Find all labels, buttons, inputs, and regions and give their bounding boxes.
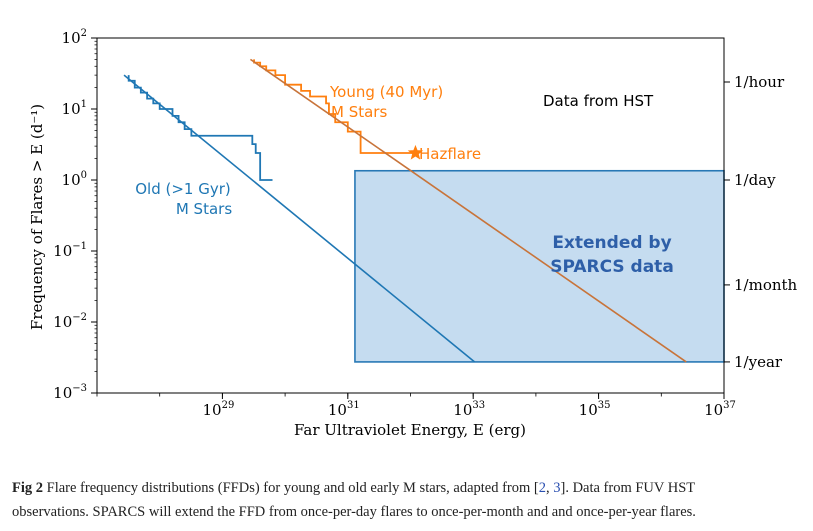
y-tick-label: 10−1: [53, 241, 87, 260]
x-tick-exponent: 31: [347, 400, 360, 411]
y-tick-exponent: −2: [72, 312, 87, 323]
extended-region-layer: [354, 169, 725, 363]
x-tick-label: 1035: [579, 400, 611, 419]
caption-text-2: observations. SPARCS will extend the FFD…: [12, 504, 696, 520]
y-tick-label: 102: [62, 28, 87, 47]
y-tick-base: 10: [62, 171, 81, 189]
series-4-line: [249, 58, 687, 363]
caption-sep: ,: [545, 480, 554, 496]
x-tick-exponent: 37: [723, 400, 736, 411]
caption-text-1-end: ]. Data from FUV HST: [560, 480, 696, 496]
label-layer: Old (>1 Gyr) M Stars Young (40 Myr) M St…: [28, 83, 674, 439]
old-series-label-2: M Stars: [176, 200, 232, 218]
y-tick-exponent: 0: [81, 170, 87, 181]
x-axis-label: Far Ultraviolet Energy, E (erg): [294, 421, 526, 439]
series-2-step: [253, 59, 416, 154]
y-tick-exponent: −3: [72, 383, 87, 394]
x-tick-exponent: 29: [222, 400, 235, 411]
right-axis-label: 1/hour: [734, 73, 785, 91]
young-series-label-1: Young (40 Myr): [329, 83, 443, 101]
y-tick-base: 10: [53, 242, 72, 260]
y-axis-label: Frequency of Flares > E (d⁻¹): [28, 104, 46, 330]
y-tick-exponent: −1: [72, 241, 87, 252]
y-tick-exponent: 1: [81, 99, 87, 110]
y-tick-label: 10−3: [53, 383, 87, 402]
x-tick-exponent: 35: [598, 400, 611, 411]
y-tick-base: 10: [62, 100, 81, 118]
extended-region-label-2: SPARCS data: [550, 257, 674, 277]
old-series-label-1: Old (>1 Gyr): [135, 180, 231, 198]
x-tick-label: 1037: [704, 400, 736, 419]
x-tick-label: 1031: [328, 400, 360, 419]
caption-ref-2[interactable]: 3: [553, 480, 561, 496]
y-tick-base: 10: [62, 29, 81, 47]
caption-lead: Fig 2: [12, 480, 44, 496]
y-tick-base: 10: [53, 313, 72, 331]
x-tick-label: 1029: [202, 400, 234, 419]
y-tick-exponent: 2: [81, 28, 87, 39]
young-series-label-2: M Stars: [331, 103, 387, 121]
figure-caption: Fig 2 Flare frequency distributions (FFD…: [12, 476, 802, 524]
series-1-step: [127, 75, 273, 181]
series-3-line: [123, 74, 476, 363]
right-axis-label: 1/month: [734, 276, 798, 294]
extended-region-label-1: Extended by: [552, 233, 671, 253]
y-tick-label: 101: [62, 99, 87, 118]
flare-frequency-chart: 1029 1031 1033 1035 103710210110010−110−210−…: [28, 28, 798, 439]
caption-ref-1[interactable]: 2: [538, 480, 546, 496]
x-tick-label: 1033: [453, 400, 485, 419]
extended-region-box: [354, 169, 725, 363]
hazflare-label: Hazflare: [419, 145, 481, 163]
y-tick-base: 10: [53, 384, 72, 402]
hazflare-star-marker: [407, 144, 424, 160]
x-tick-exponent: 33: [472, 400, 485, 411]
series-layer: [123, 58, 687, 363]
caption-text-1: Flare frequency distributions (FFDs) for…: [43, 480, 539, 496]
y-tick-label: 100: [62, 170, 87, 189]
right-axis-label: 1/day: [734, 171, 776, 189]
data-source-note: Data from HST: [543, 92, 654, 110]
right-axis-label: 1/year: [734, 353, 783, 371]
y-tick-label: 10−2: [53, 312, 87, 331]
